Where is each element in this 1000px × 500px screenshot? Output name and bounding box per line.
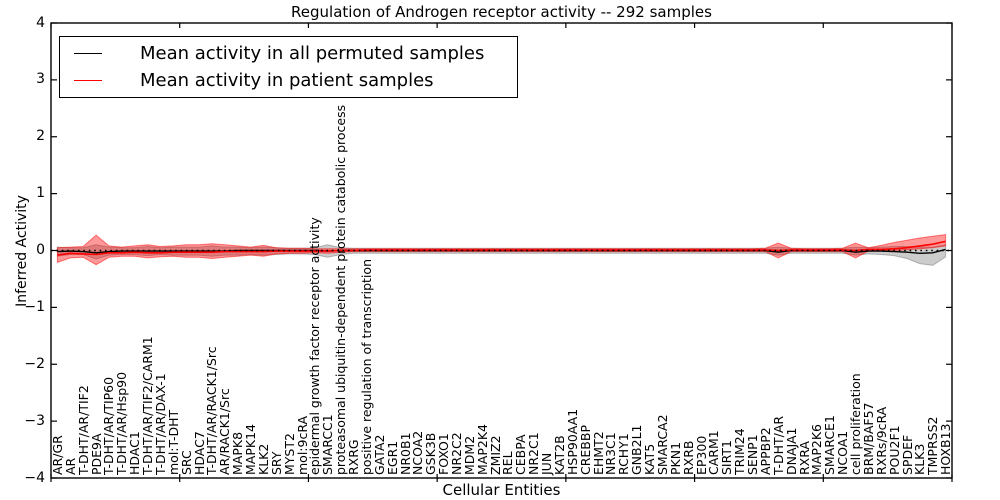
chart-title: Regulation of Androgen receptor activity… <box>291 3 712 21</box>
x-category-label: T-DHT/AR/DAX-1 <box>152 373 168 475</box>
plot-border <box>50 22 953 479</box>
x-category-label: MDM2 <box>461 435 477 475</box>
legend-label-patient: Mean activity in patient samples <box>140 70 434 91</box>
x-category-label: PKN1 <box>667 441 683 475</box>
x-category-label: HOXB13 <box>938 423 954 475</box>
x-category-label: GATA2 <box>371 434 387 475</box>
y-tick-label: −1 <box>24 298 45 315</box>
x-category-label: SRC <box>178 450 194 475</box>
y-tick-label: −4 <box>24 469 45 486</box>
y-tick-label: −2 <box>24 355 45 372</box>
y-tick-label: 2 <box>36 128 45 145</box>
x-category-label: AR/GR <box>49 435 65 475</box>
x-category-label: RXRB <box>680 440 696 475</box>
x-category-label: proteasomal ubiquitin-dependent protein … <box>333 104 349 475</box>
legend-item-permuted: Mean activity in all permuted samples <box>60 40 484 67</box>
x-category-label: positive regulation of transcription <box>358 259 374 475</box>
x-category-label: RXRs/9cRA <box>873 406 889 475</box>
y-tick-label: 4 <box>36 14 45 31</box>
x-category-label: mol:T-DHT <box>165 409 181 475</box>
y-tick-label: 0 <box>36 242 45 258</box>
legend-item-patient: Mean activity in patient samples <box>60 67 434 94</box>
x-category-label: KLK2 <box>255 443 271 475</box>
x-category-label: NR2C2 <box>448 432 464 475</box>
legend: Mean activity in all permuted samples Me… <box>59 36 518 98</box>
x-category-label: BRM/BAF57 <box>860 402 876 475</box>
x-category-label: SRY <box>268 451 284 475</box>
x-category-label: KAT2B <box>551 435 567 475</box>
series-lines <box>51 240 952 256</box>
x-category-label: DNAJA1 <box>783 427 799 476</box>
y-tick-label: 1 <box>36 185 45 202</box>
x-axis-label: Cellular Entities <box>442 481 561 499</box>
patient-line-swatch <box>74 80 102 81</box>
x-category-label: SMARCA2 <box>654 414 670 475</box>
x-category-label: MAP2K4 <box>474 424 490 475</box>
permuted-line-swatch <box>74 53 102 54</box>
x-category-label: AR <box>62 457 78 475</box>
x-category-label: APPBP2 <box>757 427 773 475</box>
x-category-label: EGR1 <box>384 440 400 475</box>
x-category-label: T-DHT/AR <box>770 415 786 475</box>
legend-label-permuted: Mean activity in all permuted samples <box>140 43 485 64</box>
x-category-label: HSP90AA1 <box>564 408 580 475</box>
x-category-label: T-DHT/AR/TIF2 <box>75 385 91 475</box>
y-tick-label: −3 <box>24 412 45 429</box>
x-category-label: POU2F1 <box>886 425 902 475</box>
x-category-label: CREBBP <box>577 425 593 475</box>
y-tick-label: 3 <box>36 71 45 88</box>
x-category-label: MYST2 <box>281 433 297 475</box>
